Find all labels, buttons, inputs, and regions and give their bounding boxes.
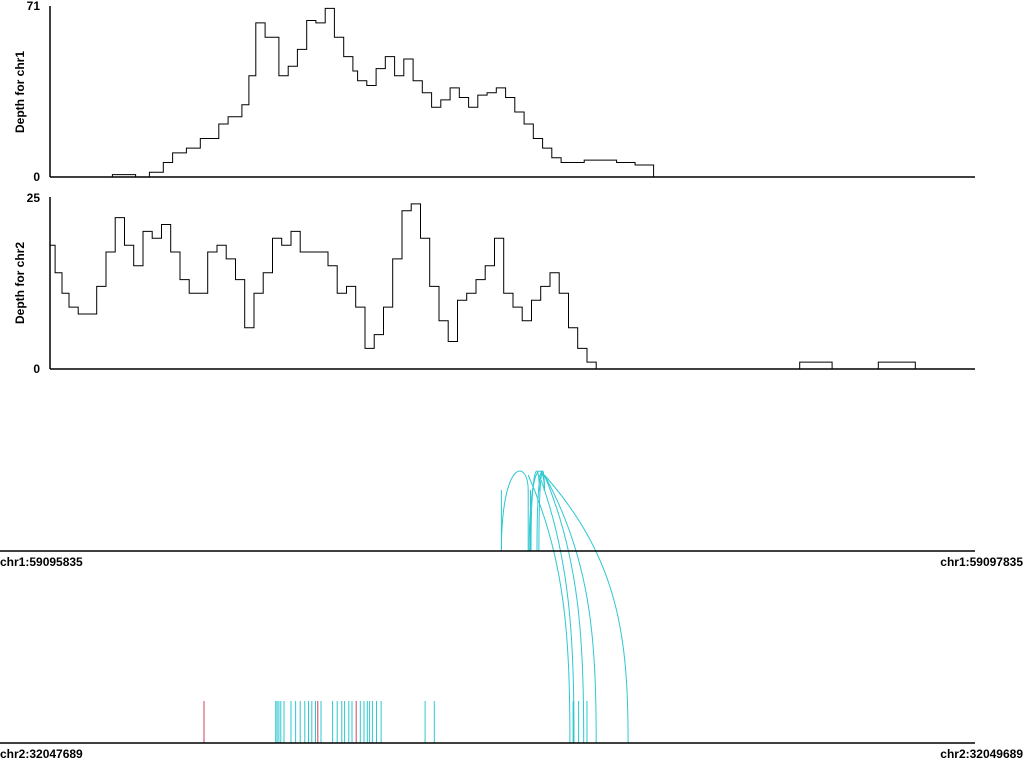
junction-panel: chr1:59095835 chr1:59097835 chr2:3204768… <box>0 470 1023 761</box>
chr1-chr2-link-arc <box>543 474 585 744</box>
chr1-depth-ytick-min: 0 <box>33 170 40 184</box>
chr1-junction-arc <box>538 470 545 552</box>
chr1-depth-series-line <box>50 7 975 178</box>
chr2-depth-ylabel: Depth for chr2 <box>13 242 27 324</box>
chr2-start-label: chr2:32047689 <box>0 747 83 761</box>
chr1-depth-ylabel: Depth for chr1 <box>13 51 27 133</box>
chr1-chr2-link-arc <box>543 474 597 744</box>
chr2-end-label: chr2:32049689 <box>940 747 1023 761</box>
chr2-depth-ytick-max: 25 <box>27 191 41 205</box>
chr2-read-marks <box>203 701 588 743</box>
chr2-depth-ytick-min: 0 <box>33 362 40 376</box>
chr1-junction-arc <box>530 470 540 552</box>
chr1-end-label: chr1:59097835 <box>940 555 1023 569</box>
chr1-chr2-link-arc <box>538 474 575 744</box>
chr1-depth-ytick-max: 71 <box>27 0 41 13</box>
chr1-chr2-link-arc <box>527 474 571 744</box>
chr1-depth-panel: 71 0 Depth for chr1 <box>13 0 975 184</box>
chr1-chr2-link-arc <box>544 474 629 744</box>
chr2-depth-panel: 25 0 Depth for chr2 <box>13 191 975 376</box>
chr1-junction-arc <box>500 470 529 552</box>
chr2-depth-series-line <box>50 203 975 370</box>
junction-arcs <box>500 470 629 744</box>
chr1-start-label: chr1:59095835 <box>0 555 83 569</box>
